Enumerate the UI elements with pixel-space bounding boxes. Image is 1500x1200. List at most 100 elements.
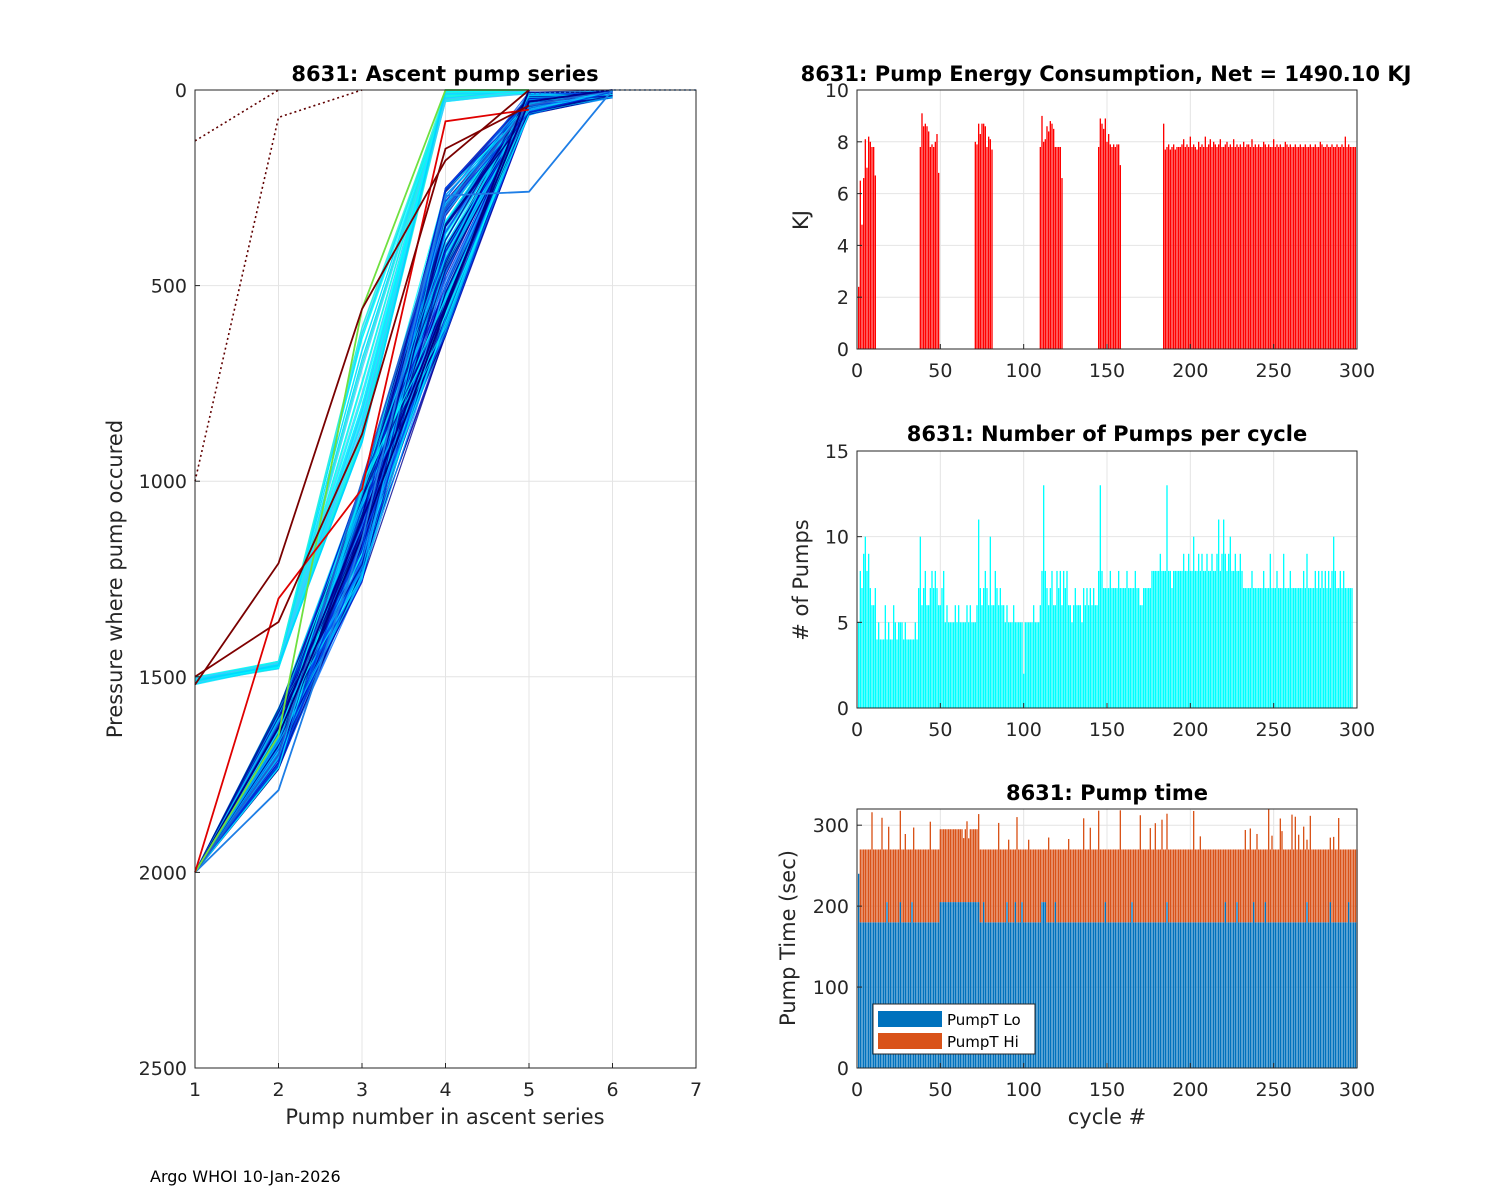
- pumps-bar: [1069, 605, 1071, 708]
- pumps-bar: [1033, 605, 1035, 708]
- pumptime-lo-bar: [898, 922, 900, 1068]
- pumptime-lo-bar: [1204, 922, 1206, 1068]
- energy-bar: [1216, 146, 1218, 349]
- pumptime-lo-bar: [883, 922, 885, 1068]
- pumptime-hi-bar: [963, 838, 965, 903]
- pumps-bar: [1348, 588, 1350, 708]
- energy-bar: [863, 178, 865, 349]
- pumps-bar: [1323, 588, 1325, 708]
- pumptime-hi-bar: [1146, 849, 1148, 923]
- pumps-bar: [879, 639, 881, 708]
- pumptime-lo-bar: [1288, 922, 1290, 1068]
- pumptime-lo-bar: [1221, 922, 1223, 1068]
- pumptime-lo-bar: [1191, 922, 1193, 1068]
- pumptime-hi-bar: [894, 849, 896, 923]
- pumps-bar: [1118, 570, 1120, 708]
- energy-bar: [1336, 144, 1338, 349]
- pumptime-lo-bar: [923, 922, 925, 1068]
- energy-bar: [1221, 146, 1223, 349]
- pumptime-hi-bar: [1304, 849, 1306, 923]
- energy-bar: [1281, 146, 1283, 349]
- pumps-bar: [1044, 570, 1046, 708]
- energy-bar: [1303, 146, 1305, 349]
- pumptime-lo-bar: [1311, 922, 1313, 1068]
- pumptime-hi-bar: [1329, 837, 1331, 903]
- pumptime-lo-bar: [1138, 922, 1140, 1068]
- pumptime-lo-bar: [1301, 922, 1303, 1068]
- pumptime-lo-bar: [899, 902, 901, 1068]
- pumps-bar: [1264, 588, 1266, 708]
- pumps-bar: [959, 622, 961, 708]
- energy-bar: [1214, 144, 1216, 349]
- pumps-bar: [1043, 485, 1045, 708]
- pumptime-lo-bar: [958, 902, 960, 1068]
- pumptime-lo-bar: [1328, 922, 1330, 1068]
- ascent-ytick-3: 1500: [139, 667, 187, 689]
- energy-bar: [931, 144, 933, 349]
- pumptime-hi-bar: [1254, 849, 1256, 923]
- pumps-bar: [891, 639, 893, 708]
- pumptime-hi-bar: [1263, 849, 1265, 923]
- pumptime-xtick-1: 50: [928, 1079, 952, 1101]
- pumptime-lo-bar: [1043, 902, 1045, 1068]
- pumptime-hi-bar: [921, 849, 923, 923]
- pumps-bar: [1274, 588, 1276, 708]
- pumps-bar: [996, 588, 998, 708]
- pumps-bar: [1059, 570, 1061, 708]
- pumptime-lo-bar: [986, 922, 988, 1068]
- pumptime-hi-bar: [1184, 849, 1186, 923]
- pumps-xtick-3: 150: [1089, 719, 1125, 741]
- pumptime-lo-bar: [1314, 922, 1316, 1068]
- pumptime-lo-bar: [949, 902, 951, 1068]
- energy-bar: [1271, 146, 1273, 349]
- pumptime-hi-bar: [916, 849, 918, 923]
- pumptime-lo-bar: [1228, 922, 1230, 1068]
- pumps-bar: [1083, 588, 1085, 708]
- pumptime-hi-bar: [1048, 837, 1050, 923]
- energy-bar: [988, 136, 990, 349]
- pumptime-hi-bar: [1316, 849, 1318, 923]
- pumptime-lo-bar: [1179, 922, 1181, 1068]
- pumptime-lo-bar: [1108, 922, 1110, 1068]
- energy-xtick-0: 0: [851, 360, 863, 382]
- pumptime-hi-bar: [1323, 849, 1325, 923]
- pumptime-hi-bar: [1299, 849, 1301, 923]
- ascent-profile-line: [194, 94, 613, 873]
- pumptime-y-label: Pump Time (sec): [776, 850, 800, 1026]
- pumps-chart-title: 8631: Number of Pumps per cycle: [907, 422, 1307, 446]
- pumptime-lo-bar: [1149, 922, 1151, 1068]
- pumps-bar: [1131, 588, 1133, 708]
- pumptime-lo-bar: [859, 922, 861, 1068]
- pumptime-hi-bar: [883, 849, 885, 923]
- pumptime-hi-bar: [1286, 849, 1288, 923]
- pumptime-lo-bar: [1078, 922, 1080, 1068]
- energy-bar: [1274, 146, 1276, 349]
- pumps-bar: [888, 622, 890, 708]
- pumps-bar: [1104, 588, 1106, 708]
- pumps-bar: [933, 588, 935, 708]
- ascent-x-ticks: 1 2 3 4 5 6 7: [189, 1063, 702, 1101]
- ascent-series-3: [194, 89, 614, 874]
- pumps-bar: [963, 622, 965, 708]
- ascent-series-8: [194, 104, 530, 678]
- pumptime-x-label: cycle #: [1068, 1105, 1147, 1129]
- pumps-bar: [1259, 588, 1261, 708]
- pumptime-lo-bar: [1038, 922, 1040, 1068]
- pumps-xtick-0: 0: [851, 719, 863, 741]
- pumps-bar: [1146, 588, 1148, 708]
- energy-chart: 8631: Pump Energy Consumption, Net = 149…: [789, 62, 1411, 382]
- pumptime-lo-bar: [1211, 922, 1213, 1068]
- energy-bar: [1206, 146, 1208, 349]
- pumps-bar: [928, 605, 930, 708]
- pumptime-hi-bar: [863, 849, 865, 923]
- energy-bar: [1244, 146, 1246, 349]
- energy-bar: [1308, 146, 1310, 349]
- pumptime-hi-bar: [973, 829, 975, 903]
- pumptime-hi-bar: [1061, 849, 1063, 923]
- pumps-bar: [1238, 570, 1240, 708]
- energy-bar: [864, 139, 866, 349]
- energy-bar: [1191, 146, 1193, 349]
- pumps-bar: [939, 605, 941, 708]
- pumps-bar: [1283, 553, 1285, 708]
- pumptime-hi-bar: [861, 849, 863, 923]
